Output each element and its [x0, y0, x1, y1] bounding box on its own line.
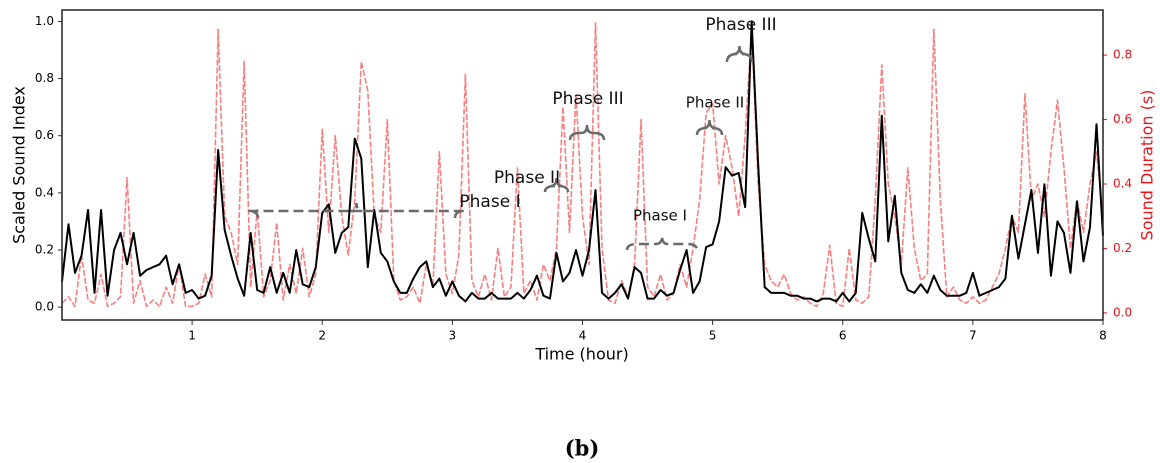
- phase-brace: [695, 119, 724, 136]
- y2-tick-label: 0.8: [1113, 48, 1132, 62]
- x-tick-label: 2: [318, 329, 326, 343]
- phase-label: Phase III: [552, 89, 623, 109]
- phase-brace: [543, 177, 570, 193]
- plot-frame: [61, 9, 1104, 321]
- y-tick-label: 0.0: [35, 300, 54, 314]
- y2-tick-label: 0.6: [1113, 112, 1132, 126]
- phase-label: Phase II: [686, 94, 744, 112]
- y2-axis-label: Sound Duration (s): [1138, 90, 1157, 241]
- phase-label: Phase I: [459, 192, 520, 212]
- y2-tick-label: 0.2: [1113, 241, 1132, 255]
- y-tick-label: 1.0: [35, 14, 54, 28]
- y-tick-label: 0.6: [35, 128, 54, 142]
- y-tick-label: 0.4: [35, 185, 54, 199]
- x-tick-label: 6: [839, 329, 847, 343]
- x-tick-label: 5: [709, 329, 717, 343]
- x-tick-label: 7: [969, 329, 977, 343]
- x-tick-label: 4: [579, 329, 587, 343]
- x-tick-label: 3: [449, 329, 457, 343]
- y2-tick-label: 0.4: [1113, 177, 1132, 191]
- phase-label: Phase II: [494, 168, 560, 188]
- y-tick-label: 0.8: [35, 71, 54, 85]
- y-axis-label: Scaled Sound Index: [10, 86, 29, 244]
- x-axis-label: Time (hour): [534, 345, 628, 364]
- phase-brace: [725, 45, 754, 63]
- phase-label: Phase I: [633, 207, 687, 225]
- duration-line: [61, 22, 1104, 308]
- phase-brace: [625, 235, 699, 251]
- x-tick-label: 8: [1099, 329, 1107, 343]
- x-tick-label: 1: [188, 329, 196, 343]
- index-line: [61, 20, 1104, 303]
- y2-tick-label: 0.0: [1113, 305, 1132, 319]
- phase-brace: [247, 202, 466, 219]
- y-tick-label: 0.2: [35, 243, 54, 257]
- phase-brace: [568, 124, 606, 141]
- phase-label: Phase III: [705, 15, 776, 35]
- caption: (b): [565, 436, 600, 461]
